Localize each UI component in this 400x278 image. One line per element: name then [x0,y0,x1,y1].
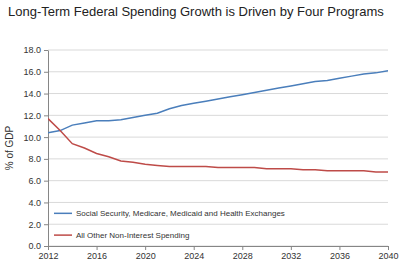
x-tick-label: 2032 [281,251,301,261]
legend: Social Security, Medicare, Medicaid and … [52,207,289,241]
x-tick: 2032 [281,246,301,261]
y-tick-label: 8.0 [28,154,41,164]
y-tick-mark [44,246,48,247]
x-tick-label: 2036 [330,251,350,261]
y-tick-label: 6.0 [28,176,41,186]
x-tick: 2028 [233,246,253,261]
y-tick: 16.0 [23,67,48,77]
x-tick-label: 2012 [38,251,58,261]
y-tick-mark [44,137,48,138]
x-tick-mark [48,246,49,250]
legend-swatch [54,213,72,215]
x-tick-mark [145,246,146,250]
grid-line [48,93,388,94]
plot: 0.02.04.06.08.010.012.014.016.018.020122… [23,45,398,261]
y-tick-mark [44,115,48,116]
y-tick-label: 4.0 [28,198,41,208]
x-tick-mark [339,246,340,250]
x-tick-mark [291,246,292,250]
x-axis-line [49,246,389,247]
y-tick: 12.0 [23,111,48,121]
y-tick-label: 16.0 [23,67,41,77]
grid-line [48,50,388,51]
grid-line [48,115,388,116]
y-tick-mark [44,181,48,182]
grid-line [48,158,388,159]
x-tick-label: 2016 [87,251,107,261]
y-tick: 10.0 [23,132,48,142]
lines [48,71,388,172]
y-axis-line [48,51,49,247]
x-tick: 2040 [378,246,398,261]
x-axis: 2012 2016 2020 2024 2028 2032 2036 2040 [38,246,398,261]
y-axis-title: % of GDP [4,125,15,170]
x-tick: 2016 [87,246,107,261]
y-axis: 0.0 2.0 4.0 6.0 8.0 10.0 12.0 14.0 16.0 18.0 [23,45,48,251]
y-tick: 8.0 [28,154,48,164]
x-tick-mark [194,246,195,250]
legend-label: All Other Non-Interest Spending [76,231,189,240]
y-tick: 4.0 [28,198,48,208]
x-tick-label: 2020 [136,251,156,261]
y-tick-mark [44,50,48,51]
grid-line [48,180,388,181]
legend-background [52,207,289,219]
y-tick-mark [44,224,48,225]
y-tick-label: 2.0 [28,220,41,230]
y-tick-mark [44,202,48,203]
y-tick-mark [44,94,48,95]
legend-label: Social Security, Medicare, Medicaid and … [76,209,285,218]
x-tick-mark [242,246,243,250]
legend-item: Social Security, Medicare, Medicaid and … [52,207,289,219]
chart: Long-Term Federal Spending Growth is Dri… [0,0,400,278]
series-line [48,119,388,172]
grid-line [48,137,388,138]
grid-line [48,224,388,225]
grid-line [48,246,388,247]
y-tick-label: 10.0 [23,132,41,142]
y-tick: 14.0 [23,89,48,99]
x-tick: 2024 [184,246,204,261]
y-tick-mark [44,72,48,73]
series-line [48,71,388,133]
x-tick-label: 2024 [184,251,204,261]
legend-item: All Other Non-Interest Spending [52,229,193,241]
title: Long-Term Federal Spending Growth is Dri… [8,4,384,19]
y-tick-mark [44,159,48,160]
y-tick: 0.0 [28,241,48,251]
grid-line [48,71,388,72]
x-tick-mark [97,246,98,250]
x-tick: 2036 [330,246,350,261]
legend-background [52,229,193,241]
grid [48,50,388,246]
legend-swatch [54,234,72,236]
x-tick-label: 2028 [233,251,253,261]
x-tick-label: 2040 [378,251,398,261]
y-tick-label: 0.0 [28,241,41,251]
y-tick: 18.0 [23,45,48,55]
x-tick: 2012 [38,246,58,261]
x-tick-mark [388,246,389,250]
grid-line [48,202,388,203]
y-tick: 6.0 [28,176,48,186]
y-tick: 2.0 [28,220,48,230]
x-tick: 2020 [136,246,156,261]
y-tick-label: 12.0 [23,111,41,121]
y-tick-label: 18.0 [23,45,41,55]
y-tick-label: 14.0 [23,89,41,99]
